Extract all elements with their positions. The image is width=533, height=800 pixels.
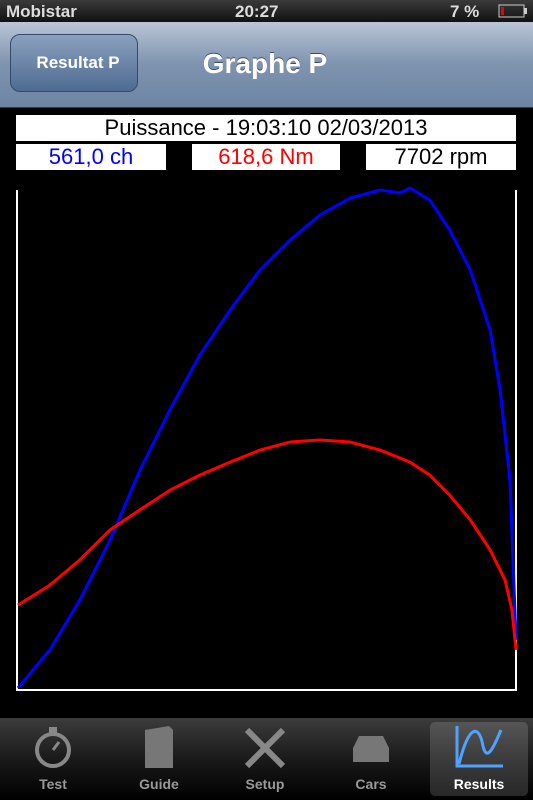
back-button[interactable]: Resultat P xyxy=(10,34,138,92)
chart-frame xyxy=(16,190,517,691)
tab-label: Cars xyxy=(355,776,387,792)
tab-test[interactable]: Test xyxy=(4,722,102,796)
battery-text: 7 % xyxy=(450,2,480,21)
tab-results[interactable]: Results xyxy=(430,722,528,796)
clock: 20:27 xyxy=(235,2,279,21)
nav-title: Graphe P xyxy=(202,48,328,79)
power-readout: 561,0 ch xyxy=(16,144,166,170)
chart xyxy=(16,186,518,691)
tab-label: Results xyxy=(453,776,505,792)
tab-label: Setup xyxy=(245,776,285,792)
status-bar: Mobistar 20:27 7 % xyxy=(0,0,533,22)
carrier: Mobistar xyxy=(6,2,77,21)
chart-title: Puissance - 19:03:10 02/03/2013 xyxy=(16,115,516,141)
tab-label: Test xyxy=(39,776,67,792)
tab-bar: Test Guide Setup Cars Results xyxy=(0,718,533,800)
tab-guide[interactable]: Guide xyxy=(110,722,208,796)
tab-cars[interactable]: Cars xyxy=(322,722,420,796)
tab-setup[interactable]: Setup xyxy=(216,722,314,796)
torque-readout: 618,6 Nm xyxy=(192,144,340,170)
battery-icon xyxy=(498,4,527,18)
series-line xyxy=(17,438,518,650)
rpm-readout: 7702 rpm xyxy=(366,144,516,170)
tab-label: Guide xyxy=(139,776,179,792)
nav-bar: Resultat P Graphe P xyxy=(0,22,533,108)
series-line xyxy=(16,186,518,689)
